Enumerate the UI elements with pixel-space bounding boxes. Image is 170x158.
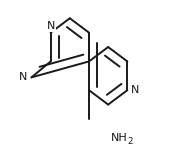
Text: NH: NH [111,133,128,143]
Text: 2: 2 [127,137,133,146]
Text: N: N [46,21,55,31]
Text: N: N [19,72,27,82]
Text: N: N [131,85,140,95]
